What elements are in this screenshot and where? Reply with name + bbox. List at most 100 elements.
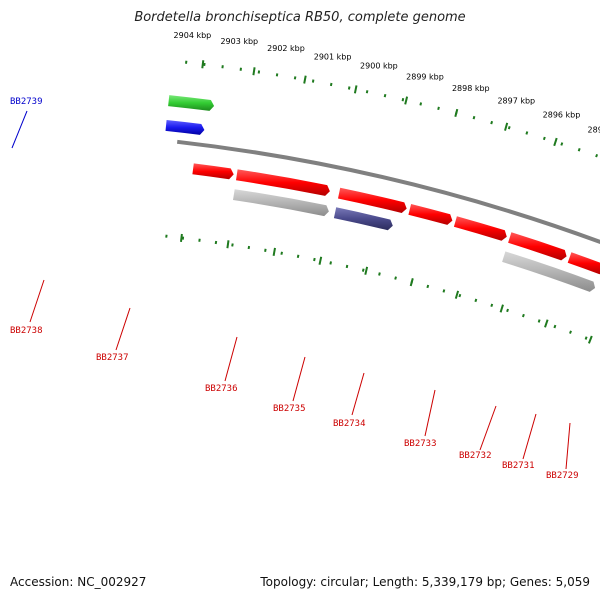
minor-tick-outer (507, 125, 511, 130)
minor-tick-inner (313, 257, 316, 262)
major-tick-inner (454, 290, 460, 299)
scale-ticks: 2904 kbp 2903 kbp 2902 kbp 2901 kbp 2900 kbp… (165, 31, 600, 344)
minor-tick-outer (595, 153, 599, 158)
map-title: Bordetella bronchiseptica RB50, complete… (134, 10, 466, 25)
minor-tick-inner (231, 243, 234, 247)
major-tick-inner (318, 256, 323, 265)
minor-tick-inner (537, 319, 541, 323)
minor-tick-outer (383, 93, 387, 98)
major-tick-inner (364, 266, 369, 275)
major-tick-outer (404, 96, 409, 105)
minor-tick-inner (247, 245, 251, 250)
gene-blue (165, 120, 205, 135)
gene-label-bb2737: BB2737 (96, 353, 129, 363)
minor-tick-inner (458, 293, 462, 298)
minor-tick-inner (264, 248, 267, 252)
label-leader-line (351, 372, 365, 416)
minor-tick-outer (275, 73, 279, 77)
minor-tick-outer (293, 76, 297, 80)
major-tick-outer (201, 60, 205, 69)
gene-gray-1 (233, 189, 329, 217)
major-tick-inner (226, 240, 230, 249)
minor-tick-inner (296, 254, 300, 258)
gene-bb2735 (408, 204, 453, 225)
minor-tick-outer (329, 82, 333, 87)
scale-label: 2901 kbp (314, 52, 352, 61)
minor-tick-inner (521, 313, 525, 318)
minor-tick-outer (577, 147, 581, 152)
minor-tick-outer (347, 86, 351, 90)
minor-tick-inner (394, 276, 397, 280)
genome-summary: Topology: circular; Length: 5,339,179 bp… (260, 575, 590, 589)
scale-label: 2900 kbp (360, 62, 398, 71)
minor-tick-outer (525, 131, 529, 135)
scale-label: 2899 kbp (406, 72, 444, 81)
minor-tick-inner (553, 324, 557, 329)
minor-tick-outer (490, 120, 494, 125)
label-leader-line (224, 336, 238, 382)
minor-tick-outer (472, 115, 476, 120)
minor-tick-inner (361, 268, 365, 272)
gene-label-bb2731: BB2731 (502, 461, 535, 471)
gene-label-bb2735: BB2735 (273, 404, 306, 414)
minor-tick-inner (584, 336, 588, 340)
minor-tick-outer (560, 142, 564, 146)
gene-label-bb2733: BB2733 (404, 439, 437, 449)
minor-tick-inner (280, 251, 283, 255)
gene-bb2737 (236, 169, 330, 196)
minor-tick-outer (365, 90, 369, 94)
gene-label-bb2734: BB2734 (333, 419, 366, 429)
label-leader-line (11, 110, 28, 149)
minor-tick-outer (437, 106, 440, 111)
minor-tick-inner (378, 272, 381, 276)
label-leader-line (115, 307, 131, 351)
gene-label-bb2738: BB2738 (10, 326, 43, 336)
minor-tick-inner (506, 308, 509, 313)
scale-label: 2904 kbp (174, 31, 212, 40)
scale-label: 2897 kbp (497, 97, 535, 106)
minor-tick-outer (542, 136, 546, 141)
major-tick-inner (499, 304, 504, 313)
gene-label-bb2739: BB2739 (10, 97, 43, 107)
scale-label: 2898 kbp (452, 84, 490, 93)
gene-label-bb2736: BB2736 (205, 384, 238, 394)
scale-label: 2895 kbp (588, 126, 600, 135)
gene-label-bb2729: BB2729 (546, 471, 579, 481)
label-leader-line (29, 279, 45, 323)
gene-label-bb2732: BB2732 (459, 451, 492, 461)
accession-text: Accession: NC_002927 (10, 575, 147, 589)
major-tick-inner (587, 335, 593, 344)
minor-tick-outer (419, 102, 423, 106)
major-tick-outer (303, 75, 307, 84)
minor-tick-inner (442, 289, 446, 293)
scale-label: 2902 kbp (267, 44, 305, 53)
major-tick-outer (252, 67, 256, 76)
backbone-line (176, 139, 600, 245)
label-leader-line (522, 413, 537, 460)
gene-bb2733 (508, 232, 567, 261)
gene-bb2732 (567, 252, 600, 275)
backbone (176, 139, 600, 245)
minor-tick-inner (214, 240, 218, 245)
major-tick-outer (553, 137, 558, 147)
label-leader-line (479, 405, 497, 451)
major-tick-inner (409, 278, 414, 287)
label-leader-line (424, 389, 436, 437)
major-tick-outer (504, 122, 509, 131)
minor-tick-inner (490, 303, 494, 308)
major-tick-inner (180, 233, 183, 243)
minor-tick-inner (569, 330, 572, 334)
minor-tick-outer (401, 98, 405, 102)
gene-labels: BB2739 BB2738 BB2737 BB2736 BB2735 BB2734 BB27… (10, 97, 579, 481)
gene-green (168, 95, 215, 111)
major-tick-outer (454, 108, 459, 118)
gene-bb2738 (192, 163, 234, 180)
minor-tick-outer (311, 79, 315, 83)
gene-gray-2 (502, 251, 596, 292)
genes (165, 95, 600, 292)
major-tick-inner (544, 319, 549, 328)
gene-bb2736 (338, 187, 407, 213)
minor-tick-inner (345, 264, 349, 269)
gene-bb2734 (453, 216, 507, 241)
